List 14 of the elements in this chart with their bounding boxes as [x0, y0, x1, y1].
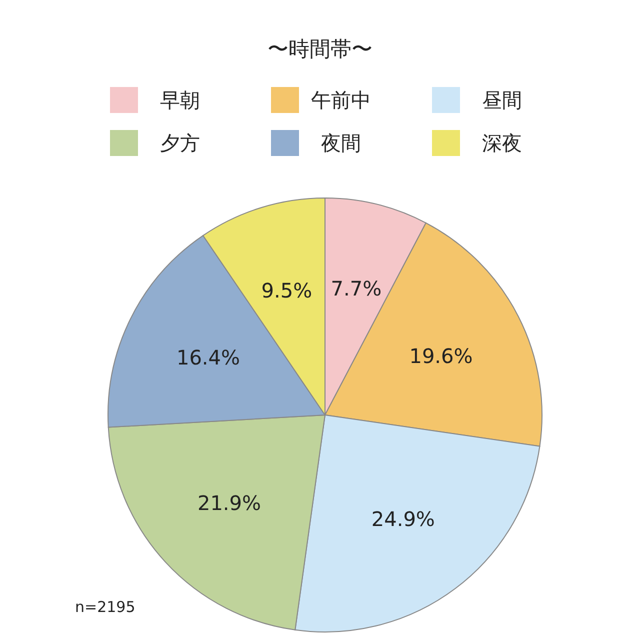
legend-label: 昼間 — [482, 88, 522, 112]
legend-label: 早朝 — [160, 88, 200, 112]
legend-label: 深夜 — [482, 131, 522, 155]
legend-label: 夜間 — [321, 131, 361, 155]
legend-label: 午前中 — [311, 88, 371, 112]
data-label: 24.9% — [371, 507, 435, 532]
data-label: 7.7% — [330, 276, 382, 301]
legend-title: 〜時間帯〜 — [268, 37, 372, 61]
legend-label: 夕方 — [160, 131, 200, 155]
text: n=2195 — [75, 598, 136, 616]
data-label: 21.9% — [197, 491, 262, 516]
data-label: 9.5% — [261, 278, 312, 303]
data-label: 16.4% — [176, 345, 240, 370]
data-label: 19.6% — [409, 344, 473, 368]
